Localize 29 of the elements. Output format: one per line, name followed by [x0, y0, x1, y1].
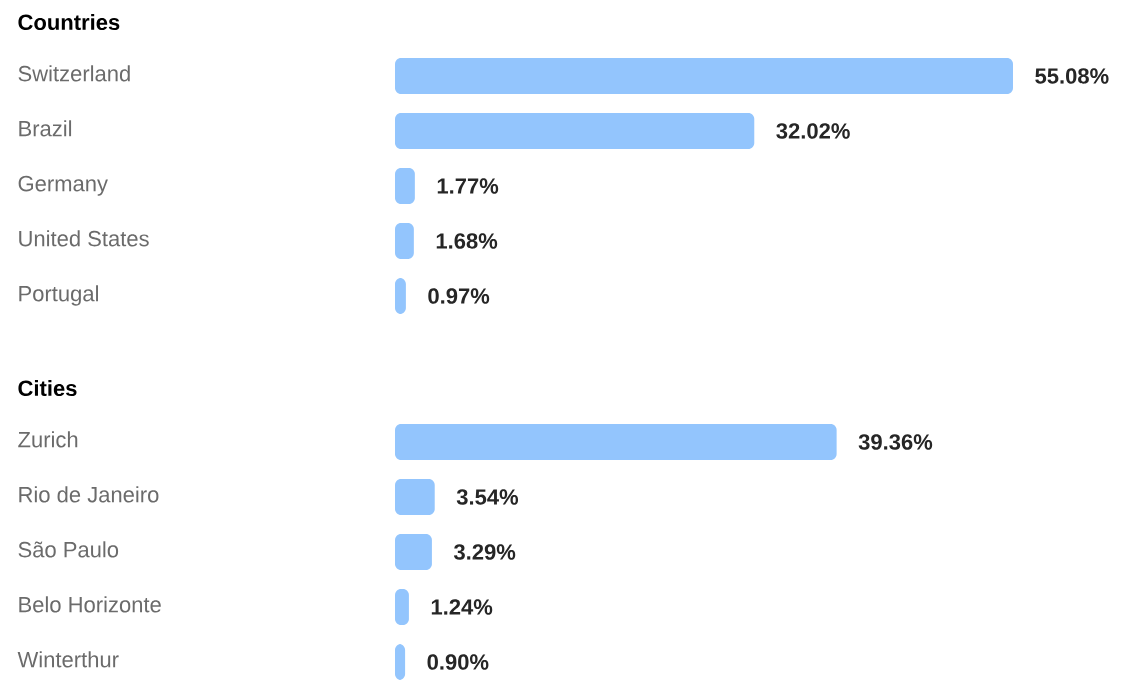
data-label: 55.08%	[1035, 68, 1109, 84]
text: Countries	[18, 13, 120, 31]
y-tick-label: Zurich	[18, 431, 78, 448]
data-label: 0.97%	[428, 288, 490, 304]
bar	[395, 58, 1013, 94]
y-tick-label: United States	[19, 230, 149, 247]
y-tick-label: Rio de Janeiro	[19, 486, 159, 503]
data-label: 1.68%	[436, 233, 498, 249]
y-tick-label: Germany	[18, 175, 108, 196]
data-label: 32.02%	[776, 123, 850, 139]
bar	[395, 168, 415, 204]
bar	[395, 479, 435, 516]
bar	[395, 534, 432, 571]
y-tick-label: Portugal	[19, 285, 98, 306]
data-label: 3.54%	[456, 489, 519, 505]
y-tick-label: Brazil	[19, 120, 72, 137]
data-label: 1.77%	[437, 178, 499, 194]
y-tick-label: Belo Horizonte	[19, 596, 161, 613]
bar	[395, 424, 837, 461]
bar	[395, 223, 414, 259]
data-label: 0.90%	[427, 654, 489, 670]
data-label: 39.36%	[858, 434, 933, 450]
y-tick-label: Switzerland	[18, 65, 130, 82]
data-label: 3.29%	[453, 544, 516, 560]
data-label: 1.24%	[431, 599, 493, 615]
text: Cities	[18, 379, 77, 397]
y-tick-label: Winterthur	[17, 651, 119, 668]
bar	[395, 113, 755, 149]
y-tick-label: São Paulo	[18, 541, 119, 558]
